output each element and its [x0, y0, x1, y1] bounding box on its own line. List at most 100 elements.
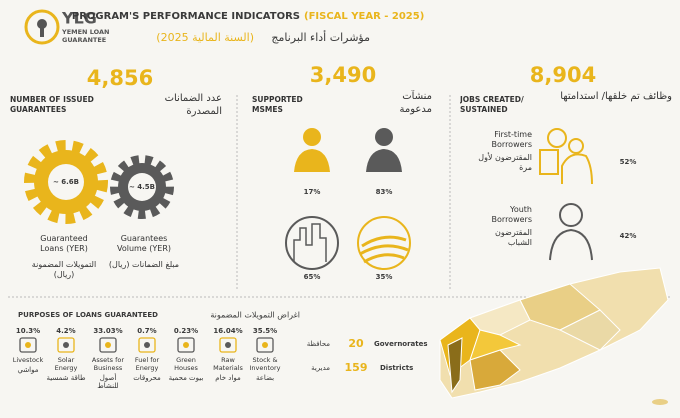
purpose-value: 16.04%	[213, 327, 242, 335]
purpose-icon	[99, 337, 117, 353]
purpose-label: Raw Materials	[213, 356, 243, 372]
purpose-value: 33.03%	[93, 327, 122, 335]
volume-label-ar: مبلغ الضمانات (ريال)	[108, 260, 180, 269]
purposes-title: PURPOSES OF LOANS GUARANTEED	[18, 311, 158, 319]
purpose-icon	[25, 342, 31, 348]
gear-hole	[128, 173, 156, 201]
purpose-label-box: Green Houses بيوت محمية	[168, 356, 204, 382]
map-region	[469, 329, 522, 361]
youth-label-ar: المقترضون الشباب	[495, 228, 532, 247]
purpose-labels: Fuel for Energy محروقات	[127, 356, 167, 382]
purpose-label-ar: مواد خام	[215, 374, 241, 382]
purpose-labels: Assets for Business أصول للنشاط	[88, 356, 128, 390]
female-icon	[294, 149, 330, 172]
title-year-ar: (السنة المالية 2025)	[156, 31, 254, 44]
map-region	[558, 309, 621, 351]
logo-name-box: YEMEN LOAN GUARANTEE	[62, 28, 110, 44]
label-box: Guaranteed Loans (YER) التمويلات المضمونة…	[31, 234, 97, 279]
jobs-number: 8,904	[530, 63, 596, 87]
purpose-label-ar: بيوت محمية	[168, 374, 204, 382]
purpose-icon	[19, 337, 37, 353]
purpose-icon	[105, 342, 111, 348]
purpose-icon	[63, 342, 69, 348]
label-box: منشآت مدعومة	[399, 91, 432, 115]
purpose-icon	[225, 342, 231, 348]
label-box: Guarantees Volume (YER) مبلغ الضمانات (ري…	[108, 234, 180, 269]
purpose-icon	[57, 337, 75, 353]
governorates-label-ar: محافظة	[307, 340, 330, 348]
purpose-value: 10.3%	[16, 327, 40, 335]
purpose-label-box: Stock & Inventory بضاعة	[245, 356, 285, 382]
label-box: First-time Borrowers المقترضون لأول مرة	[478, 130, 532, 172]
rural-icon	[357, 216, 411, 270]
jobs-label: JOBS CREATED/ SUSTAINED	[460, 95, 524, 114]
purpose-label-box: Raw Materials مواد خام	[208, 356, 248, 382]
purpose-label-box: Livestock مواشي	[12, 356, 44, 374]
gear-teeth	[24, 140, 108, 224]
jobs-label-ar: وظائف تم خلقها/ استدامتها	[560, 91, 672, 102]
loans-label-ar: التمويلات المضمونة (ريال)	[31, 260, 97, 279]
map	[439, 267, 669, 405]
logo-mark: YLG	[61, 9, 97, 28]
label-box: JOBS CREATED/ SUSTAINED	[460, 95, 524, 114]
purpose-label: Fuel for Energy	[134, 356, 160, 372]
loans-value: ~ 6.6B	[53, 178, 79, 186]
youth-value: 42%	[620, 232, 637, 240]
purpose-value: 35.5%	[253, 327, 277, 335]
purpose-label-box: Solar Energy طاقة شمسية	[46, 356, 86, 382]
logo-name: YEMEN LOAN GUARANTEE	[62, 28, 110, 44]
purpose-label: Livestock	[12, 356, 44, 364]
districts-label: Districts	[380, 364, 413, 372]
female-value: 17%	[304, 188, 321, 196]
first-time-icon	[568, 138, 584, 154]
label-box: Youth Borrowers المقترضون الشباب	[491, 205, 532, 247]
first-time-label-ar: المقترضون لأول مرة	[478, 153, 532, 172]
purpose-icon	[262, 342, 268, 348]
purposes-title-ar: اغراض التمويلات المضمونة	[210, 311, 300, 320]
logo-keyhole	[37, 19, 47, 29]
msmes-label-ar: منشآت مدعومة	[399, 91, 432, 115]
coverage-box	[300, 330, 430, 380]
purpose-label-ar: طاقة شمسية	[46, 374, 86, 382]
guarantees-label-ar: عدد الضمانات المصدرة	[164, 93, 222, 117]
msmes-number: 3,490	[310, 63, 376, 87]
districts-label-ar: مديرية	[311, 364, 330, 372]
purpose-labels: Stock & Inventory بضاعة	[245, 356, 285, 382]
purpose-icon	[219, 337, 237, 353]
rural-value: 35%	[376, 273, 393, 281]
rural-icon	[359, 235, 409, 264]
youth-label: Youth Borrowers	[491, 205, 532, 224]
label-box: NUMBER OF ISSUED GUARANTEES	[10, 95, 94, 114]
label-box: SUPPORTED MSMES	[252, 95, 303, 114]
male-icon	[366, 149, 402, 172]
first-time-label: First-time Borrowers	[491, 130, 532, 149]
first-time-value: 52%	[620, 158, 637, 166]
title-year: (FISCAL YEAR - 2025)	[304, 11, 424, 22]
map-island	[652, 399, 668, 405]
guarantees-number: 4,856	[87, 66, 153, 90]
purpose-icon	[138, 337, 156, 353]
purpose-icon	[256, 337, 274, 353]
male-value: 83%	[376, 188, 393, 196]
purpose-labels: Raw Materials مواد خام	[208, 356, 248, 382]
gear-hole	[48, 164, 84, 200]
urban-icon	[293, 223, 327, 262]
purpose-labels: Solar Energy طاقة شمسية	[46, 356, 86, 382]
gear-teeth	[110, 155, 174, 219]
purpose-value: 4.2%	[56, 327, 75, 335]
purpose-value: 0.23%	[174, 327, 198, 335]
purpose-label: Green Houses	[174, 356, 198, 372]
label-box: وظائف تم خلقها/ استدامتها	[560, 91, 672, 102]
first-time-icon	[539, 149, 559, 175]
purpose-label-ar: محروقات	[133, 374, 161, 382]
youth-icon	[549, 228, 593, 261]
urban-value: 65%	[304, 273, 321, 281]
title-ar: مؤشرات أداء البرنامج	[271, 30, 370, 44]
purpose-label-ar: أصول للنشاط	[97, 374, 119, 390]
label-box: عدد الضمانات المصدرة	[164, 93, 222, 117]
volume-label: Guarantees Volume (YER)	[116, 234, 172, 253]
logo-keyhole	[40, 27, 44, 37]
purpose-label-box: Assets for Business أصول للنشاط	[88, 356, 128, 390]
purpose-label: Solar Energy	[54, 356, 78, 372]
